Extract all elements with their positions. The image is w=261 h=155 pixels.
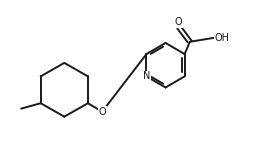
Text: OH: OH [215, 33, 229, 43]
Text: N: N [143, 71, 150, 81]
Text: O: O [98, 107, 106, 117]
Text: O: O [174, 17, 182, 27]
